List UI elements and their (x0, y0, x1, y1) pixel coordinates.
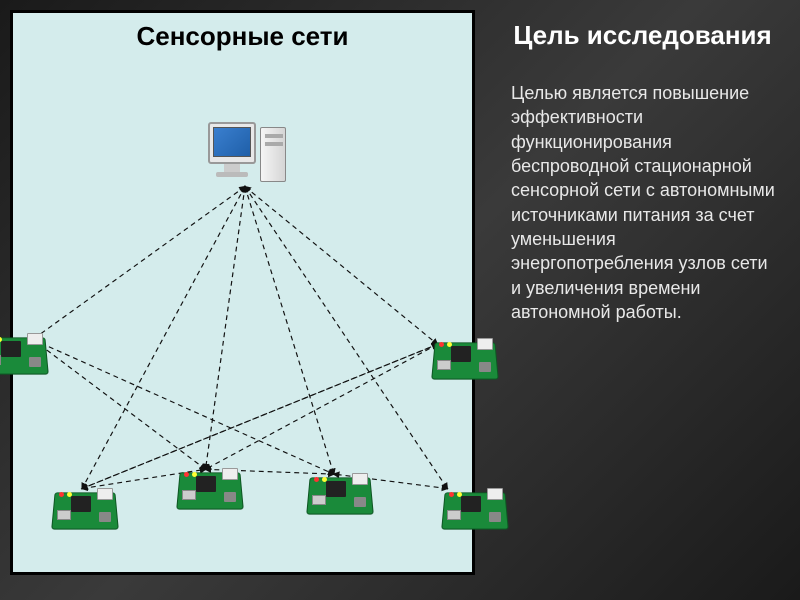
diagram-area (13, 52, 472, 552)
sensor-node-icon (178, 462, 248, 510)
sensor-node-icon (53, 482, 123, 530)
slide: Сенсорные сети Цель исследования Целью я… (0, 0, 800, 600)
diagram-title: Сенсорные сети (13, 21, 472, 52)
section-body: Целью является повышение эффективности ф… (505, 81, 780, 324)
sensor-node-icon (308, 467, 378, 515)
text-panel: Цель исследования Целью является повышен… (495, 0, 790, 580)
central-computer-icon (208, 122, 288, 192)
sensor-node-icon (0, 327, 53, 375)
sensor-node-icon (433, 332, 503, 380)
diagram-panel: Сенсорные сети (10, 10, 475, 575)
section-title: Цель исследования (505, 20, 780, 51)
